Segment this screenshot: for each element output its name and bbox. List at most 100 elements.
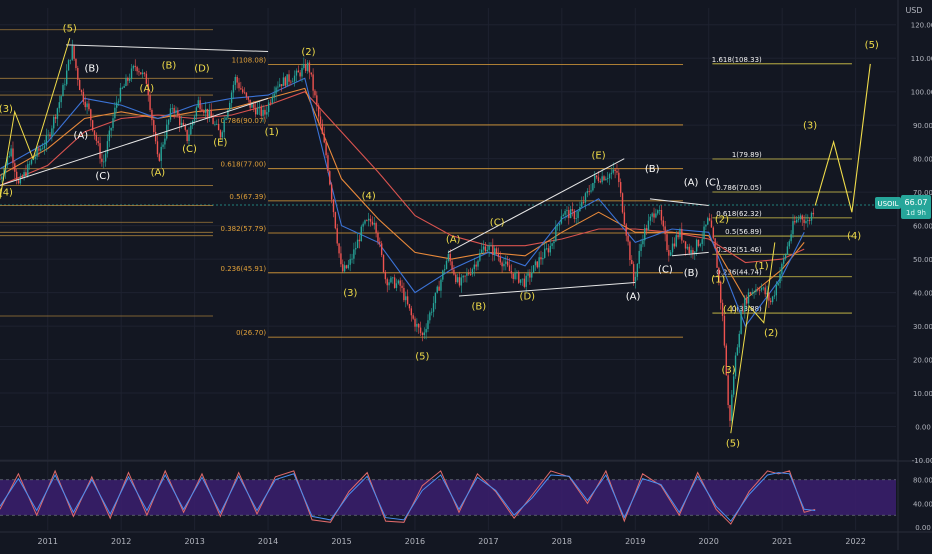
candle-body [716,248,718,268]
trendline-layer [0,44,709,297]
candle-body [803,219,805,223]
candle-body [362,223,364,227]
candle-body [490,245,492,247]
candle-body [697,239,700,246]
candle-body [799,215,802,219]
candle-body [390,277,392,283]
candle-body [590,190,592,192]
price-axis-label: 100.00 [911,89,932,97]
candle-body [405,296,407,301]
candle-body [434,292,437,304]
candle-body [73,46,75,59]
candle-body [794,221,796,223]
candle-body [216,123,218,125]
candle-body [471,269,474,275]
candle-body [132,65,135,69]
stochastic-pane[interactable] [0,469,896,525]
candle-body [136,66,138,72]
candle-body [788,241,790,247]
candle-body [440,279,442,291]
candle-body [592,182,594,191]
candle-body [516,271,518,273]
candle-body [506,261,509,266]
candle-body [627,235,629,242]
candle-body [608,174,611,179]
wave-label: (5) [865,40,879,51]
fib-projection-label: 0.236(44.74) [716,269,762,277]
candle-body [677,235,679,238]
candle-body [694,251,696,254]
candle-body [644,228,646,241]
candle-body [493,248,496,255]
candle-body [771,296,774,303]
wave-label: (4) [847,231,861,242]
candle-body [464,275,466,277]
candle-body [110,127,112,131]
candle-body [577,211,579,219]
axes-layer[interactable]: -10.00 0.00 10.00 20.00 30.00 40.00 50.00 60.00… [38,22,932,546]
candle-body [605,178,607,181]
stoch-line [0,472,816,522]
candle-body [725,345,727,376]
fib-projection-label: 0(33.88) [732,305,762,313]
last-price-tag[interactable]: USOIL 66.07 1d 9h [875,195,931,219]
candle-body [93,130,96,136]
candle-body [419,327,422,333]
candle-body [612,169,614,173]
wave-label: (2) [301,47,315,58]
candle-body [123,86,125,88]
candle-body [30,159,33,164]
candle-body [568,210,570,219]
candle-body [762,287,765,289]
candle-body [351,258,353,260]
candle-body [19,176,22,184]
candle-body [145,73,148,84]
candle-body [193,116,196,121]
candle-body [60,96,62,103]
candle-body [649,216,652,221]
candle-body [564,211,566,215]
candle-body [540,257,542,260]
trendline [447,158,625,253]
candle-body [147,83,149,96]
candle-body [214,123,216,125]
candle-body [386,279,388,286]
candle-body [217,123,220,131]
candle-body [204,108,207,113]
candle-body [740,310,742,334]
candle-body [456,277,459,283]
candle-body [560,216,563,224]
candle-body [242,89,244,93]
candle-body [264,109,266,115]
moving-average-layer [0,77,805,328]
candle-body [258,106,261,109]
candle-body [356,239,359,249]
candle-body [121,87,123,89]
candle-body [56,108,59,119]
candle-body [755,289,757,293]
candle-body [327,155,329,172]
candle-body [112,118,114,128]
time-axis-label: 2013 [184,537,204,546]
candle-body [1,176,3,179]
candle-body [406,296,409,305]
candle-body [251,104,253,108]
candle-body [679,228,681,238]
candle-body [721,302,724,316]
candle-body [325,142,327,156]
fib-projection-label: 0.618(62.32) [716,210,762,218]
candle-body [749,292,752,294]
candle-body [586,191,589,194]
candle-body [377,232,379,242]
candle-body [581,202,583,208]
candle-body [397,280,400,284]
candle-body [134,65,136,67]
candle-body [236,76,238,83]
candle-body [290,81,292,83]
candle-body [197,100,199,108]
candle-body [684,241,687,249]
wave-label: (3) [0,104,13,115]
candle-body [0,178,1,180]
